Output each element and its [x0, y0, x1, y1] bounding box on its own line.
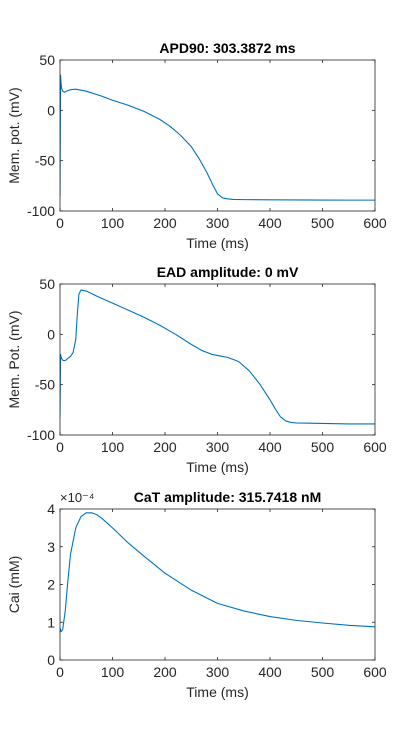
x-tick-label: 400	[258, 215, 282, 231]
x-tick-label: 200	[153, 439, 177, 455]
x-tick-label: 200	[153, 215, 177, 231]
y-tick-label: 50	[39, 276, 55, 292]
chart-3: 0 100 200 300 400 500 600 0 1 2 3 4 CaT amplitude: 3…	[6, 489, 387, 700]
x-tick-label: 500	[311, 664, 335, 680]
x-tick-label: 300	[206, 215, 230, 231]
y-tick-label: 3	[47, 539, 55, 555]
chart-title: CaT amplitude: 315.7418 nM	[134, 489, 322, 505]
y-tick-label: 4	[47, 501, 55, 517]
x-tick-label: 400	[258, 664, 282, 680]
y-tick-label: 0	[47, 102, 55, 118]
y-tick-label: 0	[47, 326, 55, 342]
x-tick-label: 100	[101, 215, 125, 231]
series-line-1	[60, 289, 375, 425]
x-tick-label: 300	[206, 664, 230, 680]
y-tick-label: 50	[39, 52, 55, 68]
x-tick-label: 0	[56, 215, 64, 231]
x-axis-label: Time (ms)	[186, 235, 248, 251]
y-tick-label: 1	[47, 614, 55, 630]
y-tick-label: 0	[47, 652, 55, 668]
plot-area	[60, 284, 375, 435]
y-tick-label: 2	[47, 577, 55, 593]
x-tick-label: 400	[258, 439, 282, 455]
chart-1: 0 100 200 300 400 500 600 -100 -50 0 50 APD90: 303.…	[6, 40, 387, 251]
y-axis-label: Mem. Pot. (mV)	[6, 310, 22, 408]
chart-title: APD90: 303.3872 ms	[159, 40, 295, 56]
x-tick-label: 100	[101, 664, 125, 680]
x-tick-label: 500	[311, 439, 335, 455]
x-tick-label: 500	[311, 215, 335, 231]
chart-title: EAD amplitude: 0 mV	[157, 264, 299, 280]
x-axis-label: Time (ms)	[186, 459, 248, 475]
x-tick-label: 0	[56, 439, 64, 455]
y-exponent-label: ×10⁻⁴	[60, 490, 95, 505]
x-tick-label: 600	[363, 664, 387, 680]
series-line-1	[60, 512, 375, 633]
y-tick-label: -50	[35, 153, 55, 169]
y-tick-label: -100	[27, 203, 55, 219]
x-tick-label: 600	[363, 215, 387, 231]
series-line-1	[60, 74, 375, 201]
x-tick-label: 600	[363, 439, 387, 455]
plot-area	[60, 509, 375, 660]
y-axis-label: Cai (mM)	[6, 556, 22, 614]
x-tick-label: 0	[56, 664, 64, 680]
chart-2: 0 100 200 300 400 500 600 -100 -50 0 50 EAD amplitu…	[6, 264, 387, 475]
y-axis-label: Mem. pot. (mV)	[6, 87, 22, 183]
x-axis-label: Time (ms)	[186, 684, 248, 700]
y-tick-label: -100	[27, 427, 55, 443]
x-tick-label: 200	[153, 664, 177, 680]
plot-area	[60, 60, 375, 211]
x-tick-label: 300	[206, 439, 230, 455]
x-tick-label: 100	[101, 439, 125, 455]
y-tick-label: -50	[35, 377, 55, 393]
